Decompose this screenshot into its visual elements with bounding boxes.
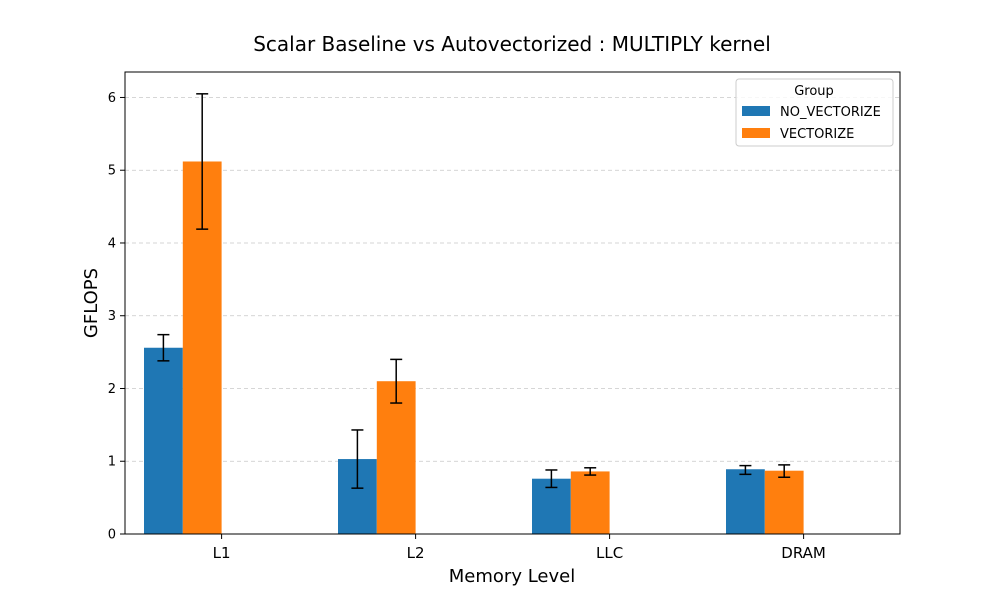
chart-title: Scalar Baseline vs Autovectorized : MULT… [253,32,771,56]
x-axis: L1 L2 LLC DRAM [213,534,826,562]
y-axis-label: GFLOPS [81,268,102,338]
bar-vectorize-dram [764,470,804,534]
y-tick-label: 2 [108,382,116,397]
y-tick-label: 1 [108,455,116,470]
bar-no-vectorize-dram [726,469,765,534]
x-tick-label: L1 [213,544,231,562]
x-tick-label: DRAM [781,544,826,562]
legend-swatch-vectorize [742,128,770,138]
plot-frame [124,71,901,535]
y-tick-label: 0 [108,528,116,543]
legend-swatch-no-vectorize [742,106,770,116]
bar-vectorize-l2 [376,381,416,534]
bar-vectorize-llc [570,471,610,534]
bars [144,161,804,535]
error-bars [157,93,791,489]
legend-frame [735,78,894,147]
x-axis-label: Memory Level [449,566,575,587]
y-tick-label: 6 [108,91,116,106]
legend-label-vectorize: VECTORIZE [780,127,854,142]
y-tick-label: 4 [108,236,116,251]
y-axis: 0 1 2 3 4 5 6 [108,91,125,543]
bar-no-vectorize-l1 [144,347,183,534]
legend-title: Group [794,84,834,99]
x-tick-label: LLC [596,544,623,562]
legend: Group NO_VECTORIZE VECTORIZE [735,78,894,147]
legend-label-no-vectorize: NO_VECTORIZE [780,105,881,120]
x-tick-label: L2 [407,544,425,562]
grid-lines [125,97,900,462]
y-tick-label: 5 [108,164,116,179]
y-tick-label: 3 [108,309,116,324]
